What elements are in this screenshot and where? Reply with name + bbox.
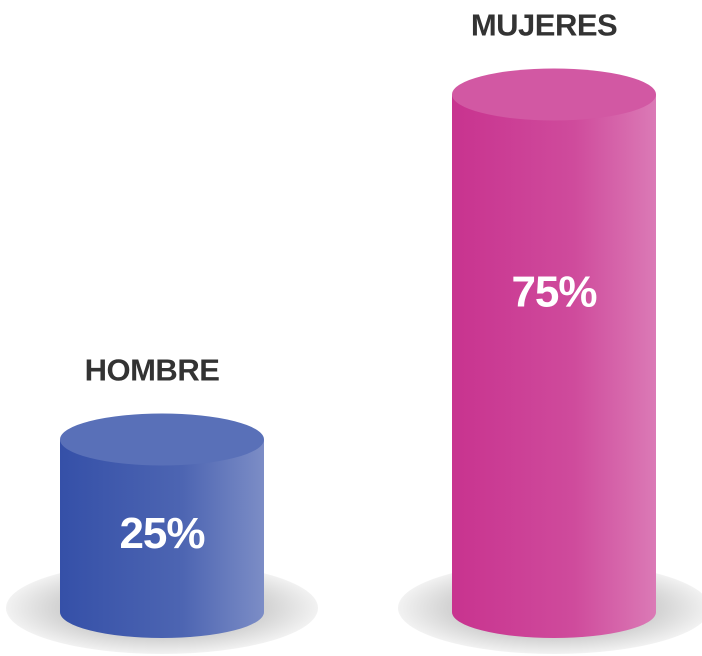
cylinder-top — [452, 68, 656, 121]
category-label: HOMBRE — [85, 353, 220, 388]
cylinder-top — [60, 413, 264, 466]
value-label: 25% — [119, 509, 204, 558]
category-label: MUJERES — [471, 8, 617, 43]
cylinder — [452, 94, 656, 638]
cylinder — [60, 439, 264, 638]
plot: HOMBRE 25% MUJERES 75% — [6, 8, 702, 654]
value-label: 75% — [511, 267, 596, 316]
